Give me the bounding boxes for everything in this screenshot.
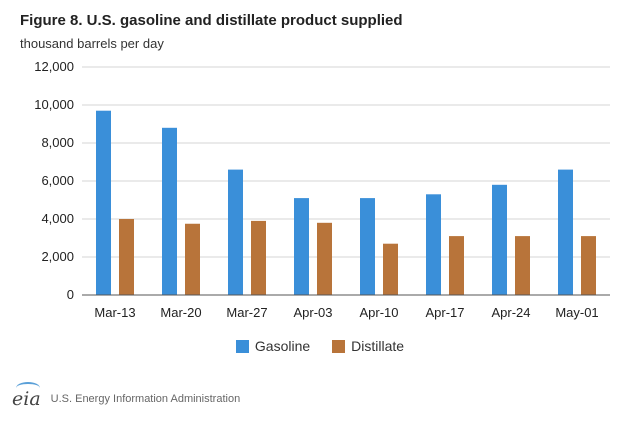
y-tick-label: 12,000 bbox=[34, 59, 74, 74]
bar-gasoline bbox=[294, 198, 309, 295]
legend-item-gasoline: Gasoline bbox=[235, 338, 311, 354]
bar-gasoline bbox=[558, 169, 573, 295]
y-tick-label: 0 bbox=[67, 287, 74, 302]
bar-gasoline bbox=[360, 198, 375, 295]
bar-gasoline bbox=[96, 110, 111, 295]
bar-distillate bbox=[119, 219, 134, 295]
bar-distillate bbox=[581, 236, 596, 295]
legend-swatch-distillate bbox=[332, 339, 346, 353]
footer: eia U.S. Energy Information Administrati… bbox=[12, 382, 241, 410]
bar-distillate bbox=[251, 220, 266, 295]
eia-logo: eia bbox=[12, 382, 41, 410]
y-tick-label: 10,000 bbox=[34, 97, 74, 112]
bar-distillate bbox=[185, 223, 200, 295]
bar-gasoline bbox=[228, 169, 243, 295]
legend: Gasoline Distillate bbox=[0, 338, 640, 354]
bar-distillate bbox=[317, 222, 332, 295]
bar-gasoline bbox=[426, 194, 441, 295]
x-tick-label: May-01 bbox=[555, 305, 598, 320]
y-tick-label: 2,000 bbox=[41, 249, 74, 264]
chart-title: Figure 8. U.S. gasoline and distillate p… bbox=[20, 12, 403, 29]
source-credit: U.S. Energy Information Administration bbox=[50, 393, 241, 405]
x-tick-label: Apr-03 bbox=[293, 305, 332, 320]
bar-distillate bbox=[515, 236, 530, 295]
y-tick-label: 4,000 bbox=[41, 211, 74, 226]
bar-gasoline bbox=[492, 184, 507, 295]
x-tick-label: Mar-13 bbox=[94, 305, 135, 320]
x-tick-label: Mar-27 bbox=[226, 305, 267, 320]
x-tick-label: Apr-17 bbox=[425, 305, 464, 320]
eia-logo-arc-icon bbox=[16, 382, 40, 394]
legend-label-gasoline: Gasoline bbox=[254, 338, 311, 354]
legend-item-distillate: Distillate bbox=[332, 338, 404, 354]
x-tick-label: Apr-10 bbox=[359, 305, 398, 320]
legend-swatch-gasoline bbox=[235, 339, 249, 353]
legend-label-distillate: Distillate bbox=[351, 338, 405, 354]
y-tick-label: 6,000 bbox=[41, 173, 74, 188]
x-tick-label: Mar-20 bbox=[160, 305, 201, 320]
bar-distillate bbox=[383, 243, 398, 295]
bar-gasoline bbox=[162, 127, 177, 295]
chart-subtitle: thousand barrels per day bbox=[20, 36, 164, 51]
y-tick-label: 8,000 bbox=[41, 135, 74, 150]
x-tick-label: Apr-24 bbox=[491, 305, 530, 320]
bar-distillate bbox=[449, 236, 464, 295]
